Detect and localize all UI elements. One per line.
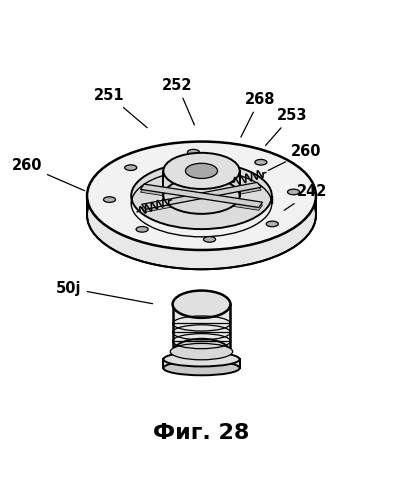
Ellipse shape bbox=[266, 221, 278, 226]
Text: Фиг. 28: Фиг. 28 bbox=[153, 422, 250, 442]
Polygon shape bbox=[142, 182, 261, 209]
Ellipse shape bbox=[104, 197, 116, 202]
Text: 268: 268 bbox=[241, 92, 275, 137]
Ellipse shape bbox=[163, 361, 240, 376]
Ellipse shape bbox=[187, 150, 199, 155]
Polygon shape bbox=[142, 185, 261, 212]
Ellipse shape bbox=[163, 153, 240, 189]
Ellipse shape bbox=[163, 352, 240, 366]
Ellipse shape bbox=[172, 290, 231, 318]
Text: 260: 260 bbox=[268, 144, 321, 171]
Text: 251: 251 bbox=[94, 88, 147, 128]
Ellipse shape bbox=[204, 236, 216, 242]
Ellipse shape bbox=[170, 344, 233, 360]
Text: 252: 252 bbox=[162, 78, 194, 125]
Ellipse shape bbox=[163, 178, 240, 214]
Text: 242: 242 bbox=[284, 184, 327, 210]
Ellipse shape bbox=[87, 142, 316, 250]
Ellipse shape bbox=[131, 162, 272, 229]
Polygon shape bbox=[141, 187, 262, 210]
Ellipse shape bbox=[87, 161, 316, 270]
Ellipse shape bbox=[287, 189, 299, 195]
Ellipse shape bbox=[172, 339, 231, 366]
Ellipse shape bbox=[185, 164, 218, 178]
Text: 50j: 50j bbox=[56, 280, 153, 303]
Text: 253: 253 bbox=[266, 108, 307, 146]
Polygon shape bbox=[141, 184, 262, 208]
Text: 260: 260 bbox=[12, 158, 85, 190]
Ellipse shape bbox=[255, 160, 267, 165]
Ellipse shape bbox=[125, 165, 137, 170]
Ellipse shape bbox=[136, 226, 148, 232]
